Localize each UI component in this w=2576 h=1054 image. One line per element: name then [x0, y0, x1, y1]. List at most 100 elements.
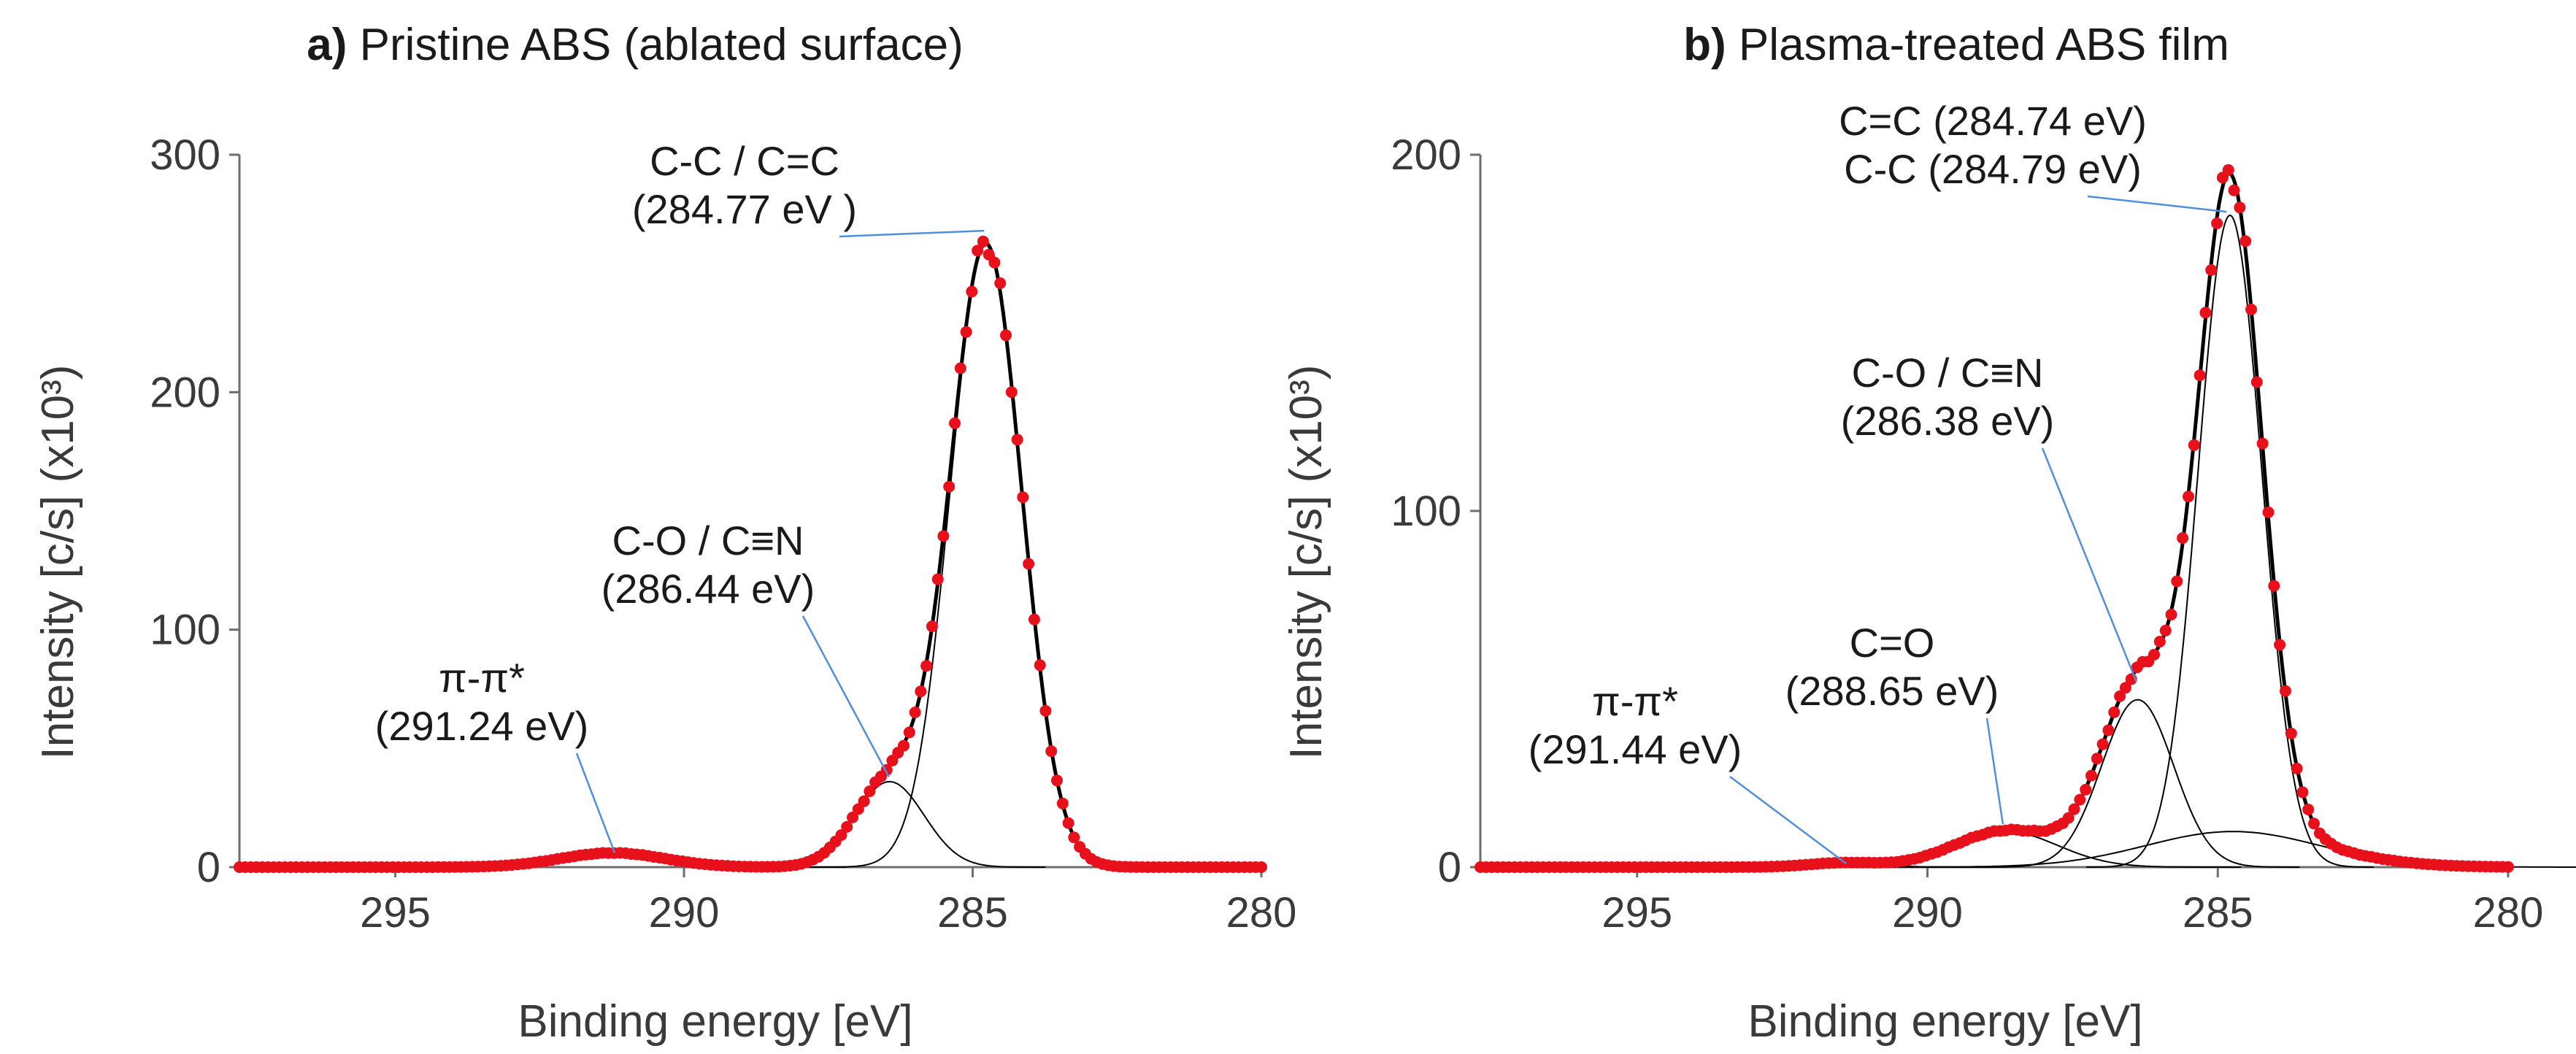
- panel-a-data-point: [1056, 797, 1069, 809]
- panel-b-data-point: [2256, 437, 2269, 450]
- panel-a-component-fit-0: [825, 244, 1147, 868]
- panel-b-data-point: [2285, 727, 2297, 739]
- panel-b-data-point: [2062, 812, 2075, 824]
- panel-a-x-tick-label: 290: [649, 889, 720, 936]
- panel-b-data-point: [2250, 376, 2263, 388]
- panel-a-data-point: [943, 480, 956, 493]
- panel-a-data-point: [926, 620, 938, 633]
- panel-a-y-axis-label: Intensity [c/s] (x10³): [33, 365, 83, 760]
- panel-b-title-prefix: b): [1683, 20, 1726, 70]
- panel-b-data-point: [2080, 783, 2092, 796]
- panel-b-annotation-0-leader: [2087, 195, 2227, 213]
- panel-a-data-point: [847, 811, 858, 823]
- panel-a-annotation-2-leader: [575, 753, 616, 853]
- panel-a-data-point: [994, 277, 1007, 289]
- panel-a-plot-area: 0 100 200 300 295 290 285 280 C-C / C=C(284.77 e…: [150, 131, 1296, 936]
- panel-a-data-point: [977, 235, 989, 247]
- panel-b-data-point: [2194, 369, 2206, 382]
- panel-b-x-tick-label: 295: [1602, 889, 1672, 936]
- panel-a-data-point: [1028, 613, 1040, 626]
- panel-b-annotation-0-line-0: C=C (284.74 eV): [1839, 98, 2147, 144]
- panel-b-data-point: [2302, 804, 2315, 815]
- panel-b-data-point: [2279, 685, 2291, 697]
- panel-b-data-point: [2165, 609, 2177, 620]
- panel-a-x-axis-label: Binding energy [eV]: [518, 996, 912, 1047]
- panel-b-plot-area: 0 100 200 295 290 285 280 C=C (284.74 eV)C-C (2…: [1391, 98, 2576, 936]
- panel-b-annotation-2-leader: [1985, 718, 2004, 825]
- panel-a-component-fit-1: [734, 780, 1046, 868]
- panel-a-annotation-2-line-1: (291.24 eV): [375, 703, 589, 749]
- panel-a-data-point: [1005, 386, 1018, 399]
- panel-a-data-point: [1045, 745, 1058, 758]
- panel-b-y-axis-label: Intensity [c/s] (x10³): [1281, 365, 1331, 760]
- panel-b-annotation-2-line-1: (288.65 eV): [1785, 668, 1999, 714]
- panel-a-title-prefix: a): [307, 20, 347, 70]
- panel-a-data-point: [858, 795, 870, 807]
- panel-b-title: b) Plasma-treated ABS film: [1683, 20, 2229, 70]
- panel-a-title: a) Pristine ABS (ablated surface): [307, 20, 963, 70]
- panel-a-annotation-0-leader: [839, 229, 985, 238]
- panel-a-data-point: [1062, 817, 1074, 829]
- panel-a-data-point: [841, 820, 853, 833]
- panel-b-annotation-0-line-1: C-C (284.79 eV): [1844, 146, 2142, 192]
- panel-b-title-text: Plasma-treated ABS film: [1739, 20, 2229, 70]
- panel-a-title-text: Pristine ABS (ablated surface): [360, 20, 964, 70]
- panel-b-data-point: [2268, 580, 2280, 592]
- panel-b-data-point: [2085, 769, 2097, 782]
- panel-a-data-point: [903, 726, 915, 739]
- panel-a-measured-points: [234, 235, 1267, 873]
- panel-a-data-point: [931, 573, 944, 585]
- panel-a-data-point: [1017, 491, 1029, 504]
- panel-a-data-point: [909, 707, 921, 718]
- panel-b-data-point: [2177, 532, 2189, 545]
- panel-b-y-tick-label: 0: [1438, 844, 1461, 891]
- panel-a-data-point: [1039, 704, 1052, 717]
- panel-a-data-point: [954, 362, 966, 374]
- panel-b-data-point: [2274, 639, 2286, 651]
- panel-a-data-point: [898, 739, 910, 752]
- panel-b: b) Plasma-treated ABS film 0 100 200 295 290…: [1281, 20, 2576, 1047]
- panel-b-data-point: [2119, 682, 2131, 694]
- panel-b-data-point: [2291, 762, 2303, 774]
- panel-b-annotation-3-line-0: π-π*: [1592, 678, 1678, 724]
- panel-a-annotation-1-line-1: (286.44 eV): [601, 566, 815, 612]
- panel-a-annotation-0-line-1: (284.77 eV ): [632, 186, 857, 232]
- panel-a-x-tick-label: 280: [1226, 889, 1297, 936]
- panel-a-x-tick-label: 295: [360, 889, 431, 936]
- panel-b-x-axis-label: Binding energy [eV]: [1748, 996, 2142, 1047]
- panel-a-y-tick-label: 0: [197, 844, 220, 891]
- panel-a-y-tick-label: 200: [150, 369, 220, 416]
- panel-a-data-point: [1000, 329, 1012, 342]
- panel-a-data-point: [1051, 774, 1063, 787]
- panel-a-data-point: [864, 785, 876, 798]
- panel-a-data-point: [937, 530, 950, 542]
- panel-a-data-point: [915, 685, 927, 698]
- panel-a-data-point: [960, 326, 972, 338]
- panel-a-data-point: [920, 660, 933, 672]
- panel-b-component-fit-0: [2086, 214, 2374, 868]
- panel-a-data-point: [972, 245, 984, 257]
- panel-a-data-point: [1023, 558, 1035, 570]
- panel-b-data-point: [2171, 575, 2183, 588]
- panel-a-annotation-2-line-0: π-π*: [439, 655, 525, 701]
- panel-a-data-point: [966, 285, 978, 298]
- panel-b-annotation-3-line-1: (291.44 eV): [1529, 726, 1742, 772]
- panel-b-data-point: [2183, 491, 2194, 503]
- panel-b-data-point: [2159, 624, 2172, 636]
- panel-a-data-point: [1011, 434, 1023, 446]
- panel-b-data-point: [2148, 648, 2160, 661]
- panel-b-annotation-2-line-0: C=O: [1850, 620, 1935, 666]
- panel-b-data-point: [2502, 861, 2514, 873]
- panel-b-data-point: [2102, 724, 2115, 736]
- panel-b-x-tick-label: 285: [2183, 889, 2253, 936]
- panel-b-data-point: [2199, 307, 2212, 319]
- panel-a-data-point: [1256, 861, 1267, 873]
- panel-a-y-tick-label: 100: [150, 607, 220, 654]
- panel-b-data-point: [2091, 753, 2103, 765]
- panel-b-data-point: [2262, 506, 2275, 518]
- panel-a-data-point: [835, 829, 847, 842]
- panel-a-data-point: [1034, 659, 1046, 672]
- panel-b-data-point: [2245, 304, 2257, 315]
- panel-b-annotation-1-leader: [2041, 447, 2138, 682]
